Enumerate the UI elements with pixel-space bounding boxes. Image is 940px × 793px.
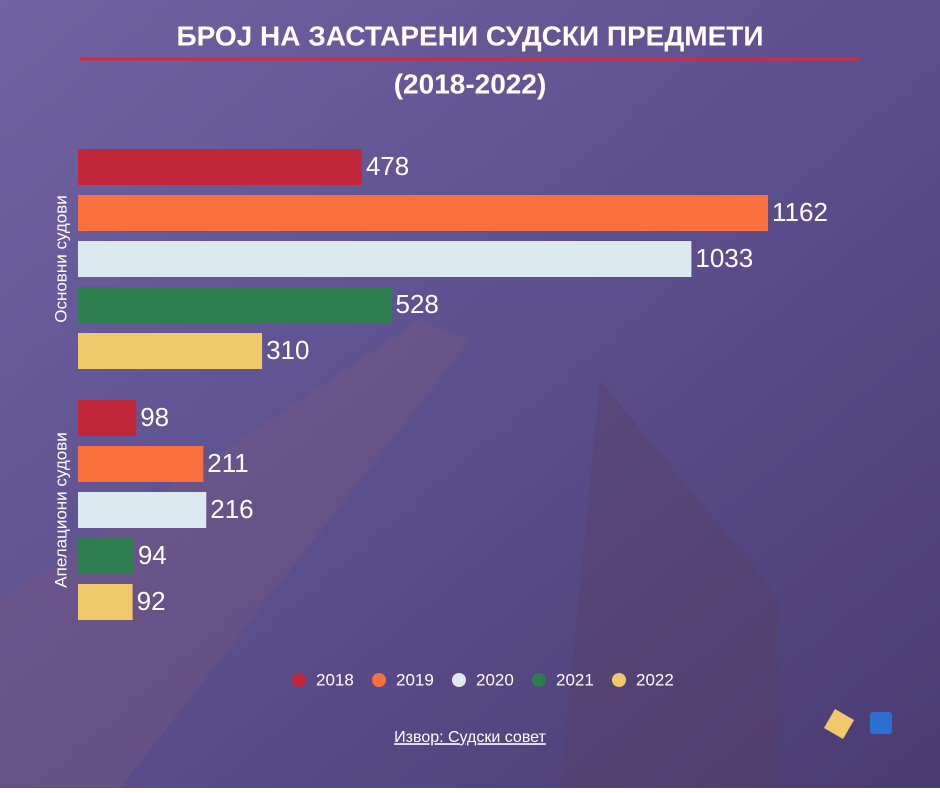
bar bbox=[78, 287, 392, 323]
value-label: 216 bbox=[210, 494, 253, 524]
source[interactable]: Извор: Судски совет bbox=[394, 729, 546, 746]
legend-swatch bbox=[372, 673, 386, 687]
bar bbox=[78, 492, 207, 528]
bar bbox=[78, 400, 137, 436]
value-label: 528 bbox=[396, 289, 439, 319]
value-label: 1033 bbox=[695, 243, 753, 273]
bar bbox=[78, 149, 362, 185]
bar bbox=[78, 333, 263, 369]
bar bbox=[78, 241, 692, 277]
legend-label: 2020 bbox=[476, 670, 514, 689]
bar bbox=[78, 584, 133, 620]
bar bbox=[78, 195, 768, 231]
value-label: 211 bbox=[207, 448, 248, 478]
group-label: Основни судови bbox=[51, 195, 70, 323]
legend-label: 2019 bbox=[396, 670, 434, 689]
bar bbox=[78, 446, 204, 482]
legend-swatch bbox=[292, 673, 306, 687]
legend-label: 2021 bbox=[556, 670, 594, 689]
group-label: Апелациони судови bbox=[51, 432, 70, 587]
background-shape bbox=[560, 380, 780, 788]
legend-swatch bbox=[612, 673, 626, 687]
value-label: 92 bbox=[137, 586, 166, 616]
chart-title: БРОЈ НА ЗАСТАРЕНИ СУДСКИ ПРЕДМЕТИ bbox=[176, 20, 763, 51]
value-label: 98 bbox=[140, 402, 169, 432]
background-shape bbox=[0, 320, 470, 788]
value-label: 310 bbox=[266, 335, 309, 365]
bar bbox=[78, 538, 134, 574]
value-label: 478 bbox=[366, 151, 409, 181]
legend-label: 2022 bbox=[636, 670, 674, 689]
legend-swatch bbox=[452, 673, 466, 687]
value-label: 1162 bbox=[772, 197, 828, 227]
logos bbox=[823, 708, 892, 740]
logo bbox=[823, 708, 855, 740]
logo bbox=[870, 712, 892, 734]
chart-subtitle: (2018-2022) bbox=[394, 68, 547, 99]
legend-label: 2018 bbox=[316, 670, 354, 689]
value-label: 94 bbox=[138, 540, 167, 570]
legend-swatch bbox=[532, 673, 546, 687]
